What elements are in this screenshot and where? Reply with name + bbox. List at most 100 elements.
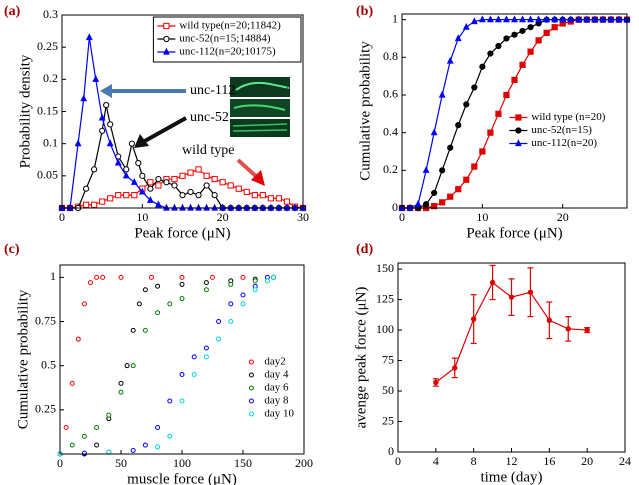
marker <box>147 179 154 186</box>
legend-label: wild type (n=20) <box>531 111 605 123</box>
x-tick-label: 0 <box>399 210 405 224</box>
marker <box>69 380 75 386</box>
marker <box>99 127 106 134</box>
marker <box>135 159 142 167</box>
marker <box>251 192 258 199</box>
marker <box>447 144 454 151</box>
arrow <box>236 158 260 180</box>
legend-label: unc-52(n=15;14884) <box>179 33 270 45</box>
marker <box>179 274 185 280</box>
plot-frame <box>397 262 626 453</box>
marker <box>163 203 170 211</box>
legend-label: unc-112(n=20) <box>531 137 597 149</box>
marker <box>139 172 146 179</box>
marker <box>495 110 502 117</box>
y-tick-label: 0.5 <box>41 357 56 371</box>
marker <box>103 101 110 109</box>
marker <box>430 128 438 136</box>
marker <box>479 148 486 155</box>
marker <box>179 296 185 302</box>
arrow-head <box>134 134 149 148</box>
marker <box>511 31 518 38</box>
marker <box>511 15 518 23</box>
marker <box>527 24 534 31</box>
x-tick-label: 20 <box>557 210 569 224</box>
arrow <box>142 116 187 144</box>
marker <box>535 15 543 23</box>
marker <box>118 380 124 386</box>
marker <box>163 35 170 43</box>
marker <box>471 84 478 91</box>
plot-frame <box>59 264 305 455</box>
y-tick-label: 0.1 <box>43 135 58 149</box>
marker <box>240 301 246 307</box>
marker <box>211 175 218 183</box>
legend-label: unc-52(n=15) <box>531 124 592 136</box>
marker <box>559 15 567 23</box>
x-tick-label: 10 <box>136 210 148 224</box>
marker <box>118 389 124 395</box>
marker <box>463 101 470 108</box>
marker <box>179 372 185 378</box>
marker <box>243 203 251 211</box>
marker <box>123 192 130 199</box>
arrow-head <box>100 84 112 98</box>
marker <box>243 188 250 196</box>
marker <box>171 203 178 211</box>
legend-label: day 8 <box>264 395 289 407</box>
marker <box>503 15 510 23</box>
marker <box>423 201 430 208</box>
marker <box>75 336 81 342</box>
x-axis-label: muscle force (μN) <box>127 471 237 485</box>
marker <box>91 201 98 208</box>
marker <box>80 94 88 102</box>
annotation: wild type <box>182 143 235 158</box>
marker <box>128 140 135 147</box>
x-axis-label: Peak force (μN) <box>134 225 230 241</box>
marker <box>179 398 185 404</box>
panel-label: (c) <box>4 242 20 257</box>
marker <box>248 372 254 378</box>
marker <box>487 50 494 57</box>
marker <box>551 24 558 31</box>
marker <box>478 15 486 23</box>
inset-worm <box>233 104 286 111</box>
y-tick-label: 1 <box>392 11 398 25</box>
legend-label: day 4 <box>264 369 289 381</box>
x-tick-label: 0 <box>57 456 63 470</box>
marker <box>515 127 522 134</box>
marker <box>94 425 100 431</box>
marker <box>267 195 274 202</box>
y-axis-label: Probability density <box>17 54 33 168</box>
marker <box>591 15 599 23</box>
marker <box>155 310 161 316</box>
marker <box>291 203 299 211</box>
marker <box>92 75 100 82</box>
panel-label: (a) <box>4 4 21 19</box>
marker <box>203 182 210 189</box>
marker <box>179 281 185 287</box>
marker <box>211 203 219 211</box>
marker <box>228 281 234 287</box>
marker <box>503 91 510 99</box>
marker <box>575 15 583 23</box>
marker <box>115 192 122 199</box>
marker <box>179 203 186 211</box>
marker <box>94 442 100 448</box>
marker <box>546 317 553 324</box>
arrow-head <box>251 170 265 186</box>
marker <box>216 319 222 325</box>
y-tick-label: 0.3 <box>43 7 58 21</box>
marker <box>275 203 283 211</box>
marker <box>462 22 470 30</box>
marker <box>486 15 494 23</box>
annotation: unc-112 <box>190 83 235 98</box>
marker <box>191 372 197 378</box>
marker <box>431 203 438 210</box>
marker <box>149 274 154 280</box>
marker <box>519 15 526 23</box>
marker <box>122 171 130 179</box>
marker <box>470 17 478 25</box>
